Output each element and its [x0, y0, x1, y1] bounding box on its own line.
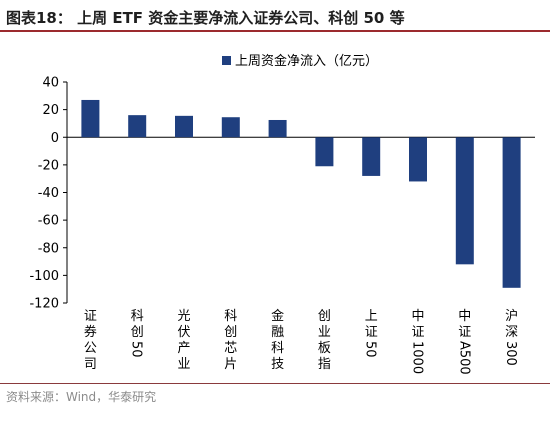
svg-text:证: 证	[365, 325, 378, 340]
svg-text:司: 司	[84, 357, 97, 372]
chart-axes: -120 -100 -80 -60 -40 -20 0 20 40	[29, 76, 535, 312]
svg-text:50: 50	[363, 341, 378, 358]
y-tick-label: -100	[29, 269, 59, 284]
bar	[502, 137, 521, 288]
svg-text:业: 业	[177, 357, 190, 372]
category-label: 证券公司	[84, 309, 97, 372]
bar	[128, 115, 147, 138]
y-tick-label: -120	[29, 297, 59, 312]
chart-bars	[81, 99, 521, 288]
svg-text:A500: A500	[456, 341, 471, 375]
svg-text:上: 上	[365, 309, 378, 324]
svg-text:技: 技	[271, 357, 284, 372]
svg-text:中: 中	[411, 309, 424, 324]
svg-text:片: 片	[224, 357, 237, 372]
svg-text:科: 科	[131, 309, 144, 324]
bar	[268, 119, 287, 138]
svg-text:深: 深	[505, 325, 518, 340]
svg-text:证: 证	[458, 325, 471, 340]
svg-text:业: 业	[318, 325, 331, 340]
svg-text:融: 融	[271, 325, 284, 340]
chart-legend: 上周资金净流入（亿元）	[222, 53, 378, 69]
y-tick-label: -80	[38, 241, 59, 256]
y-tick-label: 40	[42, 76, 59, 91]
legend-swatch	[222, 56, 231, 65]
svg-text:产: 产	[177, 341, 190, 356]
svg-text:公: 公	[84, 341, 97, 356]
bar	[81, 99, 100, 138]
svg-text:创: 创	[131, 325, 144, 340]
svg-text:券: 券	[84, 324, 97, 340]
title-rule	[0, 30, 550, 32]
svg-text:伏: 伏	[177, 325, 190, 340]
svg-text:光: 光	[177, 309, 190, 324]
svg-text:沪: 沪	[505, 308, 518, 324]
svg-text:指: 指	[318, 357, 331, 372]
bar	[455, 137, 474, 265]
svg-text:板: 板	[318, 341, 331, 356]
svg-text:300: 300	[503, 341, 518, 366]
bar	[315, 137, 334, 167]
svg-text:证: 证	[411, 325, 424, 340]
svg-text:1000: 1000	[410, 341, 425, 374]
category-labels: 证券公司科创50光伏产业科创芯片金融科技创业板指上证50中证1000中证A500…	[84, 308, 518, 375]
y-tick-label: -40	[38, 186, 59, 201]
figure-title: 图表18： 上周 ETF 资金主要净流入证券公司、科创 50 等	[6, 9, 405, 27]
svg-text:芯: 芯	[224, 341, 237, 356]
y-tick-label: 20	[42, 103, 59, 118]
svg-text:创: 创	[224, 325, 237, 340]
svg-text:科: 科	[224, 309, 237, 324]
source-rule	[0, 383, 550, 384]
source-note: 资料来源：Wind，华泰研究	[6, 390, 157, 404]
svg-text:50: 50	[129, 341, 144, 358]
y-tick-label: -60	[38, 214, 59, 229]
svg-text:创: 创	[318, 309, 331, 324]
legend-label: 上周资金净流入（亿元）	[235, 53, 378, 69]
svg-text:中: 中	[458, 309, 471, 324]
svg-text:证: 证	[84, 309, 97, 324]
svg-text:金: 金	[271, 308, 284, 324]
bar	[409, 137, 427, 182]
bar	[362, 137, 381, 176]
bar	[175, 115, 193, 138]
bar	[221, 117, 240, 138]
y-tick-label: -20	[38, 158, 59, 173]
svg-text:科: 科	[271, 341, 284, 356]
y-tick-label: 0	[51, 131, 59, 146]
